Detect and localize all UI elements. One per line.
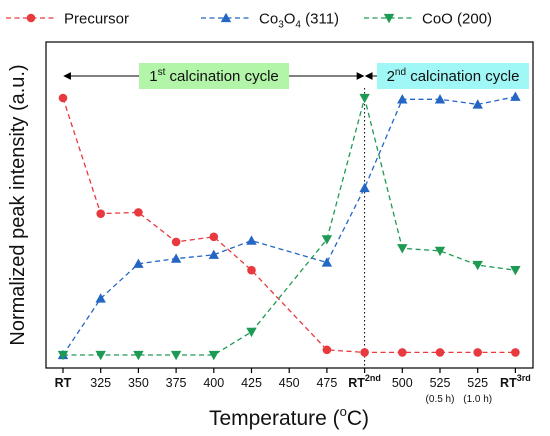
x-tick-label: 450 — [279, 376, 300, 390]
data-point — [171, 237, 181, 247]
data-point — [510, 266, 521, 276]
data-point — [96, 209, 105, 218]
data-point — [322, 345, 332, 355]
data-point — [397, 244, 408, 254]
data-point — [208, 249, 219, 259]
data-point — [472, 99, 483, 109]
cycle-label-box — [139, 63, 289, 89]
data-point — [472, 260, 483, 271]
data-point — [95, 293, 106, 303]
data-point — [57, 350, 69, 361]
x-tick-sublabel: (1.0 h) — [463, 394, 492, 405]
data-point — [321, 235, 333, 245]
data-point — [246, 235, 257, 245]
data-point — [133, 258, 144, 268]
series-line — [63, 95, 516, 356]
data-point — [208, 350, 219, 361]
data-point — [473, 348, 483, 357]
legend-item: CoO (200) — [364, 11, 492, 28]
x-tick-label: 350 — [128, 376, 149, 390]
series-line — [62, 97, 516, 354]
x-tick-label: 400 — [203, 376, 224, 390]
data-point — [95, 350, 106, 361]
series-0 — [58, 93, 520, 357]
legend-item: Co3O4 (311) — [201, 11, 339, 31]
x-tick-label: 375 — [166, 376, 187, 390]
data-point — [510, 91, 521, 101]
legend-item: Precursor — [6, 11, 129, 28]
data-point — [58, 93, 68, 103]
data-point — [170, 350, 182, 361]
cycle-label: 1st calcination cycle — [149, 67, 279, 85]
data-point — [133, 350, 144, 361]
data-point — [247, 265, 256, 275]
plot-frame — [45, 41, 534, 369]
data-point — [209, 232, 219, 242]
data-point — [435, 348, 445, 357]
data-point — [397, 94, 408, 104]
data-point — [246, 327, 257, 338]
x-tick-label: 500 — [392, 376, 413, 390]
legend: Precursor Co3O4 (311) CoO (200) — [6, 11, 492, 31]
data-point — [434, 94, 446, 104]
x-tick-label: 475 — [316, 376, 337, 390]
data-point — [321, 257, 333, 267]
y-axis-label: Normalized peak intensity (a.u.) — [7, 64, 29, 345]
x-tick-label: 525 — [430, 376, 451, 390]
legend-marker — [26, 13, 36, 23]
x-tick-label: RT — [55, 376, 72, 390]
plot-area: 1st calcination cycle 2nd calcination cyc… — [45, 41, 534, 369]
data-point — [434, 246, 446, 257]
legend-marker — [383, 13, 395, 24]
data-point — [360, 348, 369, 357]
series-1 — [57, 91, 521, 360]
x-tick-sublabel: (0.5 h) — [426, 394, 455, 405]
cycle-label-box — [377, 63, 529, 89]
data-point — [170, 253, 182, 263]
data-point — [359, 93, 370, 104]
series-line — [62, 96, 516, 356]
x-tick-label: RT3rd — [500, 373, 531, 390]
data-point — [359, 182, 370, 193]
data-point — [511, 348, 520, 357]
x-axis: RT 325 350 375 400 425 450 475 RT2nd 500 525 (0.5 h… — [55, 368, 531, 405]
x-tick-label: 325 — [90, 376, 111, 390]
legend-label: CoO (200) — [422, 11, 492, 28]
legend-marker — [220, 12, 232, 23]
legend-label: Precursor — [64, 11, 129, 28]
data-point — [134, 208, 143, 217]
legend-label: Co3O4 (311) — [259, 11, 339, 31]
data-point — [398, 348, 407, 357]
x-tick-label: 525 — [467, 376, 488, 390]
x-tick-label: 425 — [241, 376, 262, 390]
x-axis-label: Temperature (oC) — [209, 404, 369, 430]
series-2 — [57, 93, 521, 361]
cycle-label: 2nd calcination cycle — [387, 67, 520, 85]
x-tick-label: RT2nd — [348, 373, 381, 390]
